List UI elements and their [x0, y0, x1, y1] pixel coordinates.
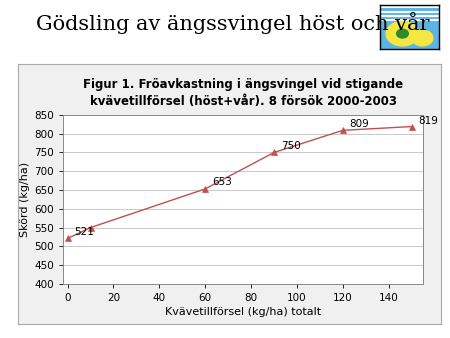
Circle shape: [386, 21, 419, 46]
Y-axis label: Skörd (kg/ha): Skörd (kg/ha): [20, 162, 30, 237]
Text: 819: 819: [418, 116, 438, 126]
Title: Figur 1. Fröavkastning i ängsvingel vid stigande
kvävetillförsel (höst+vår). 8 f: Figur 1. Fröavkastning i ängsvingel vid …: [83, 78, 403, 108]
Text: 750: 750: [281, 141, 301, 151]
Text: Gödsling av ängssvingel höst och vår: Gödsling av ängssvingel höst och vår: [36, 12, 429, 34]
X-axis label: Kvävetillförsel (kg/ha) totalt: Kvävetillförsel (kg/ha) totalt: [165, 307, 321, 317]
Circle shape: [396, 29, 408, 38]
Text: 521: 521: [74, 227, 94, 237]
Text: 809: 809: [350, 119, 369, 129]
Circle shape: [412, 30, 433, 46]
Text: 653: 653: [212, 177, 232, 187]
